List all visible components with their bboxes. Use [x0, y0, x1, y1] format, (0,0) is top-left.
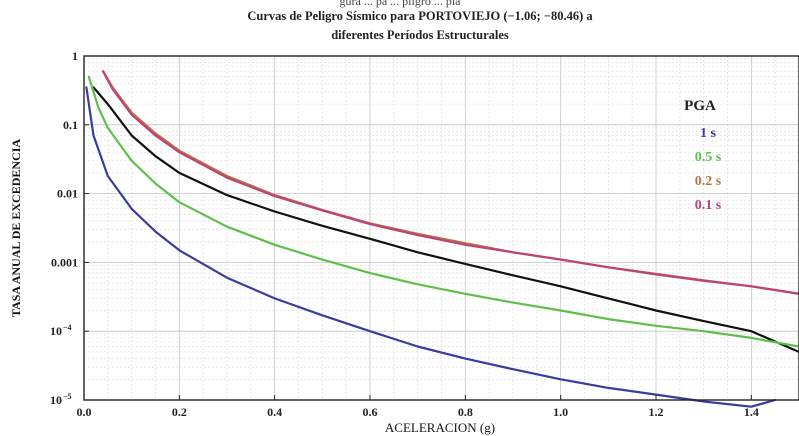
- legend-entry-0-2-s: 0.2 s: [695, 174, 722, 189]
- x-axis-label: ACELERACION (g): [385, 420, 495, 435]
- x-tick-label: 0.6: [363, 405, 378, 419]
- y-tick-label: 1: [72, 49, 78, 63]
- y-tick-label: 10: [50, 324, 62, 338]
- y-axis-label: TASA ANUAL DE EXCEDENCIA: [9, 139, 23, 317]
- tick-labels: 0.0 0.2 0.4 0.6 0.8 1.0 1.2 1.410.10.010.00110−…: [50, 49, 759, 419]
- y-tick-exponent: −4: [63, 323, 72, 332]
- legend-title: PGA: [684, 98, 716, 114]
- x-tick-label: 0.8: [458, 405, 473, 419]
- x-tick-label: 1.2: [649, 405, 664, 419]
- series-line-0-1-s: [101, 70, 799, 295]
- series-line-0-5-s: [87, 75, 799, 348]
- chart-subtitle: diferentes Períodos Estructurales: [331, 28, 509, 42]
- x-tick-label: 0.4: [267, 405, 282, 419]
- figure-caption-fragment: gura ... pa ... pligro ... pla: [340, 0, 462, 8]
- y-tick-label: 0.01: [57, 187, 78, 201]
- y-tick-label: 10: [50, 393, 62, 407]
- legend-entry-0-1-s: 0.1 s: [695, 198, 722, 213]
- y-tick-label: 0.1: [63, 118, 78, 132]
- y-tick-label: 0.001: [51, 255, 78, 269]
- legend-entry-1-s: 1 s: [700, 126, 717, 141]
- x-tick-label: 1.0: [553, 405, 568, 419]
- y-tick-exponent: −5: [63, 392, 72, 401]
- x-tick-label: 0.2: [172, 405, 187, 419]
- legend: PGA 1 s 0.5 s 0.2 s 0.1 s: [684, 98, 722, 213]
- series-line-pga: [92, 86, 799, 353]
- series-line-1-s: [85, 86, 777, 408]
- series-lines: [85, 70, 799, 408]
- chart-title: Curvas de Peligro Sísmico para PORTOVIEJ…: [247, 9, 593, 23]
- x-tick-label: 0.0: [77, 405, 92, 419]
- x-tick-label: 1.4: [744, 405, 759, 419]
- legend-entry-0-5-s: 0.5 s: [695, 150, 722, 165]
- plot-frame: [83, 55, 799, 401]
